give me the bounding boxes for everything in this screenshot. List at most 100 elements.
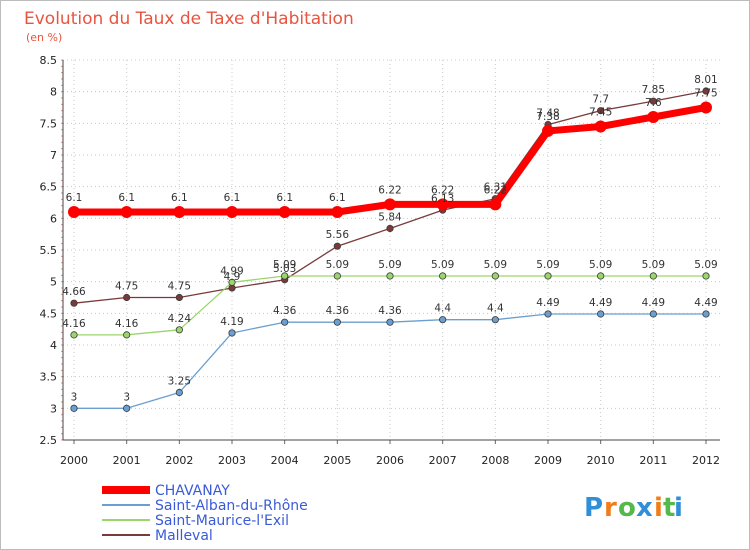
chart-title: Evolution du Taux de Taxe d'Habitation — [24, 9, 354, 29]
data-label: 4.49 — [642, 297, 665, 309]
legend-entry: CHAVANAY — [155, 483, 230, 499]
y-tick-label: 3 — [50, 402, 57, 415]
x-tick-label: 2005 — [323, 454, 351, 467]
data-label: 5.09 — [431, 259, 454, 271]
logo-letter: o — [618, 493, 636, 523]
data-point — [594, 120, 607, 133]
x-tick-label: 2008 — [481, 454, 509, 467]
data-label: 4.4 — [487, 303, 504, 315]
data-point — [281, 318, 289, 326]
logo-letter: i — [674, 493, 683, 523]
data-label: 7.85 — [642, 84, 665, 96]
data-point — [226, 206, 238, 218]
data-point — [649, 310, 657, 318]
logo-letter: r — [604, 493, 617, 523]
data-label: 7.45 — [589, 107, 612, 119]
data-point — [333, 272, 341, 280]
y-tick-label: 4.5 — [40, 307, 58, 320]
y-tick-label: 7 — [50, 149, 57, 162]
x-tick-label: 2001 — [113, 454, 141, 467]
data-label: 5.03 — [273, 263, 296, 275]
data-point — [123, 331, 131, 339]
y-tick-label: 5 — [50, 276, 57, 289]
data-point — [386, 272, 394, 280]
legend-entry: Saint-Alban-du-Rhône — [155, 498, 308, 514]
data-point — [281, 272, 289, 280]
data-point — [386, 318, 394, 326]
data-point — [439, 272, 447, 280]
data-label: 4.36 — [326, 305, 350, 317]
data-label: 6.22 — [431, 184, 454, 196]
data-label: 4.16 — [62, 318, 86, 330]
data-label: 6.1 — [66, 192, 83, 204]
data-label: 7.75 — [694, 88, 717, 100]
data-point — [228, 278, 236, 286]
data-point — [70, 404, 78, 412]
data-point — [649, 97, 657, 105]
data-label: 5.09 — [273, 259, 296, 271]
data-point — [70, 331, 78, 339]
data-point — [544, 310, 552, 318]
x-tick-label: 2004 — [271, 454, 299, 467]
data-label: 7.7 — [592, 94, 609, 106]
logo-letter: P — [584, 493, 603, 523]
data-point — [123, 293, 131, 302]
data-point — [544, 272, 552, 280]
data-label: 5.09 — [326, 259, 349, 271]
data-point — [702, 272, 710, 280]
data-label: 7.38 — [536, 111, 559, 123]
data-label: 4.75 — [115, 281, 138, 293]
data-point — [597, 310, 605, 318]
data-point — [700, 101, 712, 114]
data-point — [491, 272, 499, 280]
x-tick-label: 2007 — [429, 454, 457, 467]
data-label: 6.1 — [329, 192, 346, 204]
data-point — [333, 242, 341, 250]
data-point — [68, 206, 80, 218]
data-label: 4.49 — [694, 297, 717, 309]
data-label: 5.84 — [378, 211, 402, 223]
data-label: 6.1 — [276, 192, 293, 204]
logo-letter: x — [636, 493, 653, 523]
data-point — [384, 198, 396, 211]
data-point — [436, 198, 449, 211]
data-label: 6.13 — [431, 193, 454, 205]
y-tick-label: 3.5 — [40, 371, 58, 384]
data-label: 6.22 — [484, 184, 507, 196]
data-label: 4.36 — [378, 305, 402, 317]
data-label: 6.1 — [224, 192, 241, 204]
data-point — [647, 111, 660, 123]
data-label: 6.22 — [378, 184, 401, 196]
data-label: 4.16 — [115, 318, 139, 330]
data-point — [597, 272, 605, 280]
logo-letter: i — [654, 493, 663, 523]
data-label: 4.24 — [168, 313, 192, 325]
data-label: 4.36 — [273, 305, 297, 317]
legend-entry: Saint-Maurice-l'Exil — [155, 513, 289, 529]
y-tick-label: 5.5 — [40, 244, 58, 257]
chart-subtitle: (en %) — [26, 31, 62, 44]
data-point — [439, 316, 447, 324]
data-label: 6.1 — [171, 192, 188, 204]
data-label: 5.09 — [589, 259, 612, 271]
data-label: 4.4 — [434, 303, 451, 315]
data-point — [175, 388, 183, 397]
y-tick-label: 2.5 — [40, 434, 58, 447]
legend-entry: Malleval — [155, 528, 213, 544]
x-tick-label: 2009 — [534, 454, 562, 467]
data-label: 4.75 — [168, 281, 191, 293]
data-point — [649, 272, 657, 280]
grid — [63, 59, 720, 441]
y-tick-label: 8.5 — [40, 54, 58, 67]
logo-letter: t — [663, 493, 675, 523]
data-point — [542, 124, 554, 137]
y-tick-label: 6.5 — [40, 181, 58, 194]
data-point — [123, 404, 131, 412]
data-label: 5.09 — [536, 259, 559, 271]
data-label: 5.09 — [378, 259, 401, 271]
data-label: 5.56 — [326, 229, 350, 241]
x-tick-label: 2012 — [692, 454, 720, 467]
data-label: 4.49 — [589, 297, 612, 309]
